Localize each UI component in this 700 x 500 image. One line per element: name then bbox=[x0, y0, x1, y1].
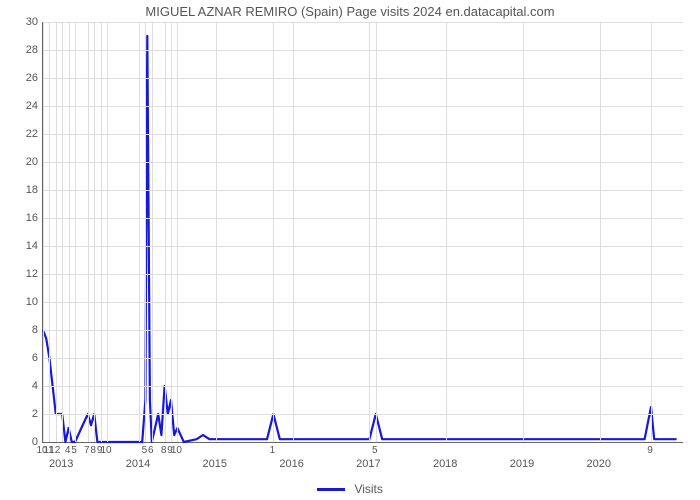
ytick-label: 20 bbox=[8, 156, 38, 168]
xtick-minor-label: 1 bbox=[270, 445, 276, 456]
xtick-minor-label: 6 bbox=[148, 445, 154, 456]
gridline-v-minor bbox=[88, 22, 89, 442]
gridline-v-minor bbox=[145, 22, 146, 442]
ytick-label: 22 bbox=[8, 128, 38, 140]
ytick-label: 30 bbox=[8, 16, 38, 28]
gridline-v-minor bbox=[43, 22, 44, 442]
gridline-v bbox=[523, 22, 524, 442]
xtick-minor-label: 7 bbox=[84, 445, 90, 456]
ytick-label: 4 bbox=[8, 380, 38, 392]
xtick-minor-label: 8 bbox=[90, 445, 96, 456]
gridline-v-minor bbox=[651, 22, 652, 442]
xtick-year-label: 2015 bbox=[203, 458, 227, 470]
gridline-v-minor bbox=[171, 22, 172, 442]
legend: Visits bbox=[0, 482, 700, 496]
xtick-year-label: 2013 bbox=[49, 458, 73, 470]
gridline-v bbox=[62, 22, 63, 442]
gridline-v bbox=[293, 22, 294, 442]
xtick-year-label: 2014 bbox=[126, 458, 150, 470]
ytick-label: 18 bbox=[8, 184, 38, 196]
ytick-label: 28 bbox=[8, 44, 38, 56]
gridline-v-minor bbox=[94, 22, 95, 442]
ytick-label: 8 bbox=[8, 324, 38, 336]
xtick-year-label: 2018 bbox=[433, 458, 457, 470]
xtick-year-label: 2016 bbox=[279, 458, 303, 470]
gridline-v-minor bbox=[177, 22, 178, 442]
gridline-v-minor bbox=[273, 22, 274, 442]
xtick-minor-label: 5 bbox=[71, 445, 77, 456]
gridline-v-minor bbox=[56, 22, 57, 442]
xtick-minor-label: 4 bbox=[65, 445, 71, 456]
ytick-label: 10 bbox=[8, 296, 38, 308]
gridline-v-minor bbox=[49, 22, 50, 442]
xtick-minor-label: 12 bbox=[49, 445, 60, 456]
xtick-minor-label: 5 bbox=[142, 445, 148, 456]
ytick-label: 26 bbox=[8, 72, 38, 84]
legend-swatch bbox=[317, 488, 345, 491]
chart-container: MIGUEL AZNAR REMIRO (Spain) Page visits … bbox=[0, 0, 700, 500]
gridline-v-minor bbox=[69, 22, 70, 442]
ytick-label: 24 bbox=[8, 100, 38, 112]
gridline-v-minor bbox=[152, 22, 153, 442]
gridline-v-minor bbox=[107, 22, 108, 442]
xtick-year-label: 2019 bbox=[510, 458, 534, 470]
xtick-year-label: 2020 bbox=[587, 458, 611, 470]
gridline-v-minor bbox=[101, 22, 102, 442]
xtick-minor-label: 10 bbox=[100, 445, 111, 456]
xtick-minor-label: 5 bbox=[372, 445, 378, 456]
gridline-v bbox=[216, 22, 217, 442]
chart-title: MIGUEL AZNAR REMIRO (Spain) Page visits … bbox=[0, 4, 700, 19]
ytick-label: 14 bbox=[8, 240, 38, 252]
ytick-label: 2 bbox=[8, 408, 38, 420]
gridline-v-minor bbox=[75, 22, 76, 442]
xtick-year-label: 2017 bbox=[356, 458, 380, 470]
gridline-v bbox=[369, 22, 370, 442]
xtick-minor-label: 10 bbox=[171, 445, 182, 456]
ytick-label: 16 bbox=[8, 212, 38, 224]
gridline-v bbox=[139, 22, 140, 442]
gridline-v bbox=[600, 22, 601, 442]
gridline-v-minor bbox=[165, 22, 166, 442]
gridline-v bbox=[446, 22, 447, 442]
xtick-minor-label: 9 bbox=[647, 445, 653, 456]
ytick-label: 6 bbox=[8, 352, 38, 364]
plot-area bbox=[42, 22, 683, 443]
ytick-label: 12 bbox=[8, 268, 38, 280]
legend-label: Visits bbox=[354, 482, 382, 496]
xtick-minor-label: 8 bbox=[161, 445, 167, 456]
gridline-v-minor bbox=[376, 22, 377, 442]
ytick-label: 0 bbox=[8, 436, 38, 448]
